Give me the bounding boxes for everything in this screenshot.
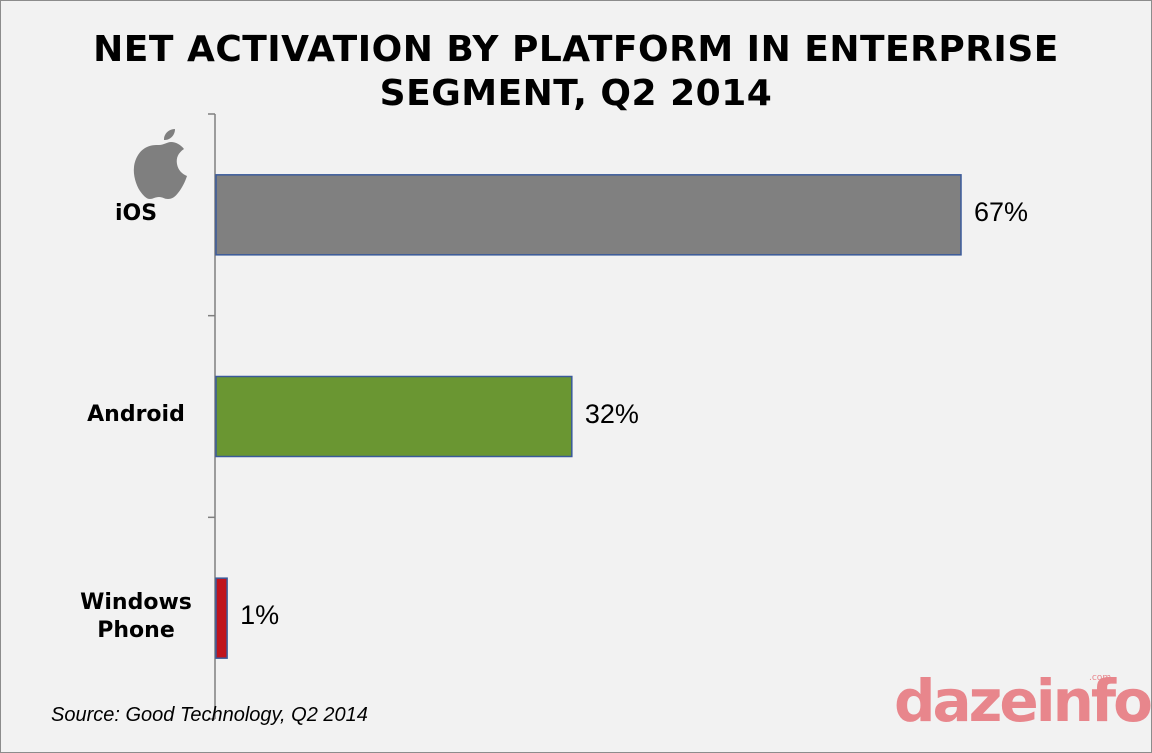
dazeinfo-watermark: dazeinfo .com bbox=[894, 669, 1152, 733]
data-label: 67% bbox=[974, 196, 1029, 227]
category-label: Android bbox=[87, 402, 185, 427]
apple-logo-icon bbox=[133, 129, 187, 199]
bar-android bbox=[215, 375, 573, 458]
bar-ios bbox=[215, 174, 962, 256]
chart-title-line-2: SEGMENT, Q2 2014 bbox=[379, 73, 773, 114]
category-label: Windows Phone bbox=[80, 590, 192, 643]
watermark-text: dazeinfo bbox=[894, 667, 1152, 735]
category-label: iOS bbox=[114, 201, 158, 226]
bar-windows-phone bbox=[215, 577, 228, 659]
watermark-suffix: .com bbox=[1089, 673, 1112, 683]
chart-title-line-1: NET ACTIVATION BY PLATFORM IN ENTERPRISE bbox=[93, 29, 1059, 70]
data-label: 32% bbox=[584, 398, 639, 429]
data-label: 1% bbox=[240, 600, 280, 631]
source-note: Source: Good Technology, Q2 2014 bbox=[51, 704, 368, 726]
